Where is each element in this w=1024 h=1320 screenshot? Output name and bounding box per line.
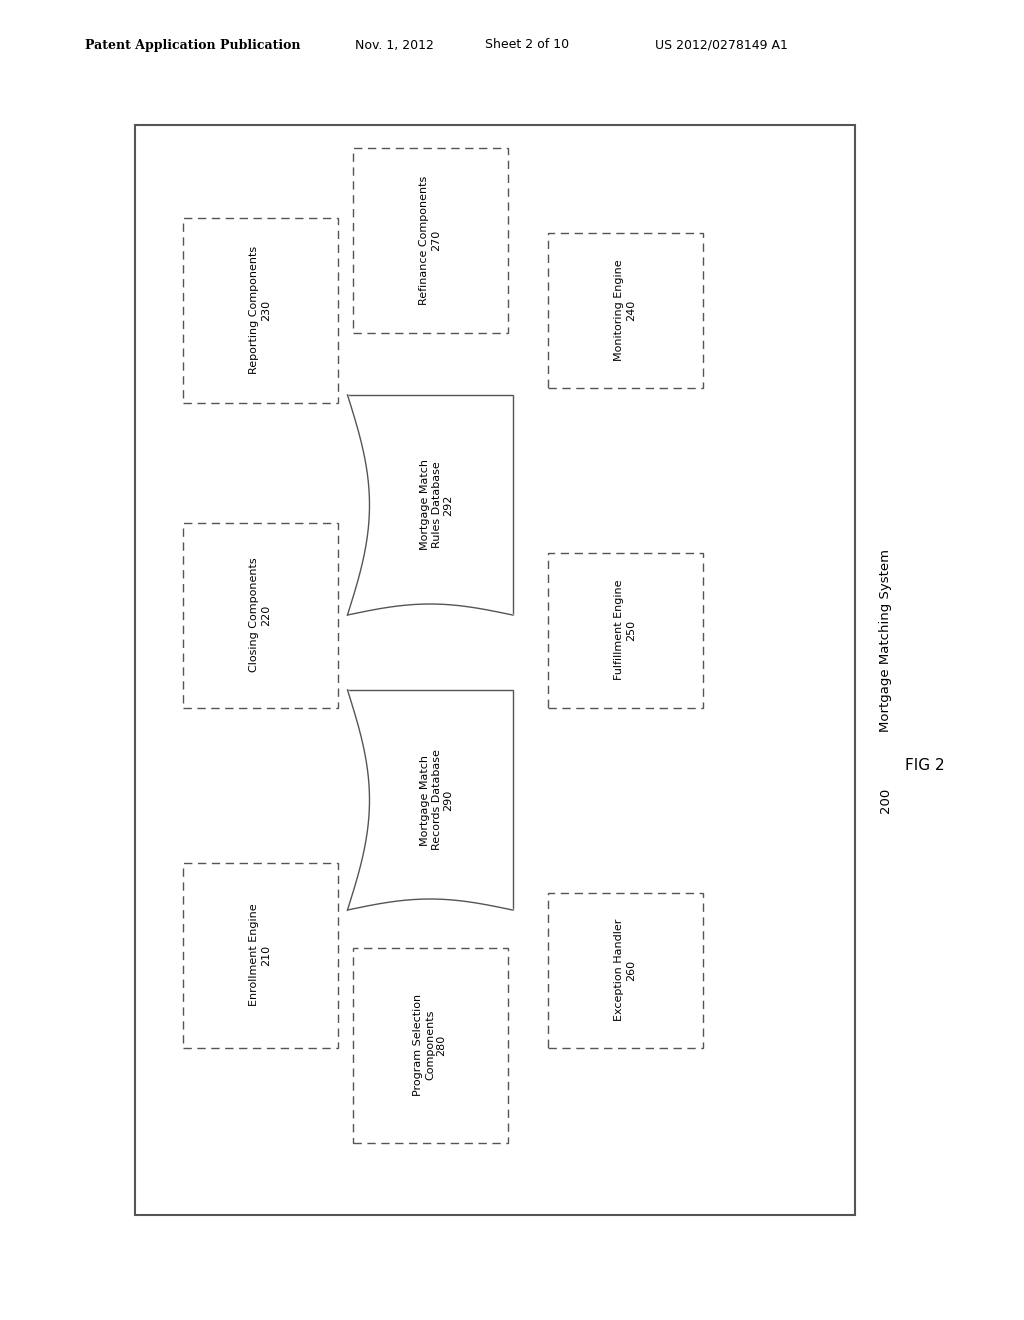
Bar — [548, 553, 702, 708]
Text: FIG 2: FIG 2 — [905, 758, 945, 772]
Text: Refinance Components
270: Refinance Components 270 — [419, 176, 440, 305]
Bar — [352, 148, 508, 333]
Text: Mortgage Match
Rules Database
292: Mortgage Match Rules Database 292 — [420, 459, 454, 550]
Text: Mortgage Matching System: Mortgage Matching System — [879, 549, 892, 731]
Text: Enrollment Engine
210: Enrollment Engine 210 — [249, 904, 270, 1006]
Bar — [347, 690, 512, 909]
Text: Closing Components
220: Closing Components 220 — [249, 557, 270, 672]
Text: Nov. 1, 2012: Nov. 1, 2012 — [355, 38, 434, 51]
Bar — [182, 218, 338, 403]
Bar — [347, 395, 512, 615]
Text: Mortgage Match
Records Database
290: Mortgage Match Records Database 290 — [420, 750, 454, 850]
Text: Monitoring Engine
240: Monitoring Engine 240 — [614, 259, 636, 360]
Text: Exception Handler
260: Exception Handler 260 — [614, 919, 636, 1022]
Text: Sheet 2 of 10: Sheet 2 of 10 — [485, 38, 569, 51]
Bar — [182, 862, 338, 1048]
Bar — [135, 125, 855, 1214]
Bar — [352, 948, 508, 1143]
Bar — [548, 232, 702, 388]
Text: Program Selection
Components
280: Program Selection Components 280 — [414, 994, 446, 1096]
Text: Patent Application Publication: Patent Application Publication — [85, 38, 300, 51]
Bar — [548, 892, 702, 1048]
Text: Reporting Components
230: Reporting Components 230 — [249, 246, 270, 374]
Text: Fulfillment Engine
250: Fulfillment Engine 250 — [614, 579, 636, 680]
Bar — [182, 523, 338, 708]
Text: 200: 200 — [879, 787, 892, 813]
Text: US 2012/0278149 A1: US 2012/0278149 A1 — [655, 38, 787, 51]
